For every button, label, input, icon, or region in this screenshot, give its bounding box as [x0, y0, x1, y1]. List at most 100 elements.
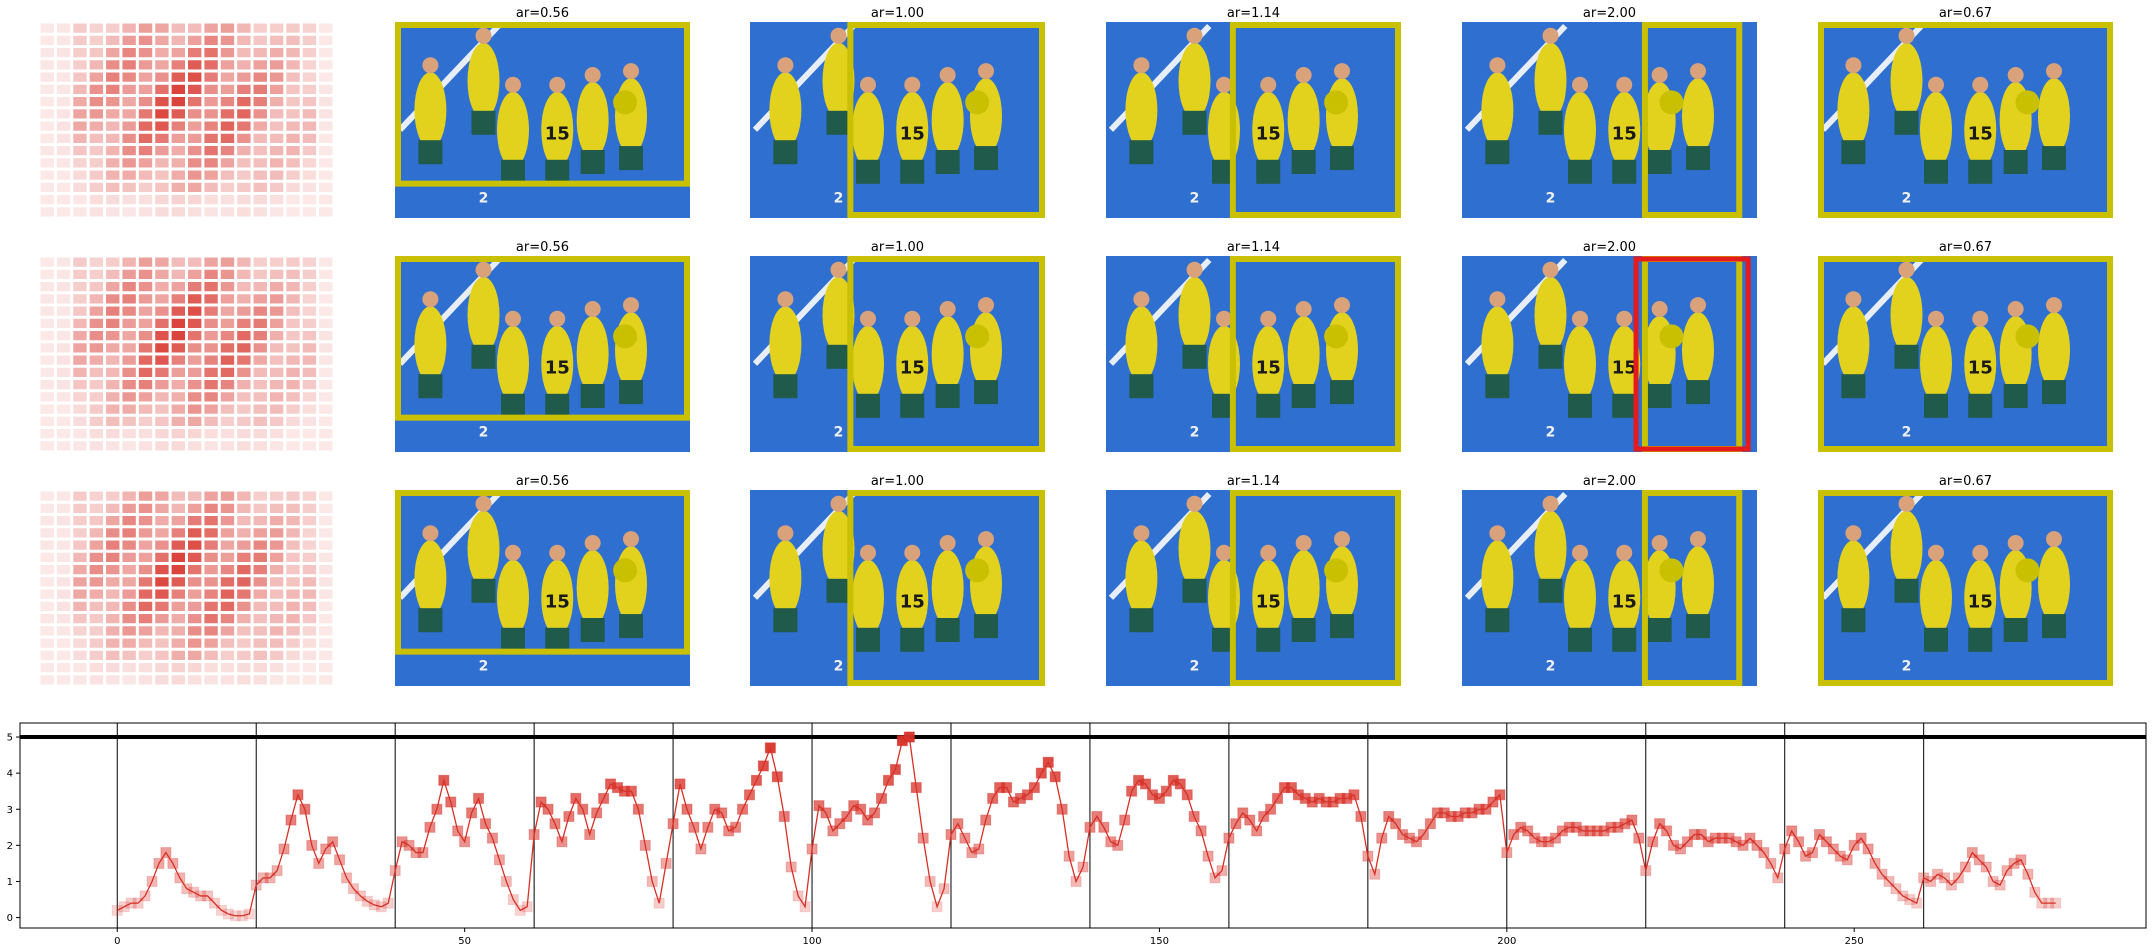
heatmap-cell: [122, 601, 136, 611]
data-point: [1952, 872, 1964, 884]
player-shorts: [545, 627, 570, 652]
data-point: [1230, 818, 1242, 830]
player-head: [422, 57, 439, 74]
heatmap-cell: [237, 133, 251, 143]
panel-title: ar=1.00: [871, 240, 924, 255]
player-shorts: [1256, 393, 1281, 418]
data-point: [1487, 796, 1499, 808]
heatmap-cell: [122, 503, 136, 513]
heatmap-cell: [56, 638, 71, 648]
photo-panel: ar=1.14 15 2: [1106, 474, 1402, 686]
player-shorts: [935, 150, 960, 174]
heatmap-cell: [138, 207, 153, 217]
heatmap-cell: [220, 48, 235, 58]
player-figure: [1252, 559, 1285, 636]
heatmap-cell: [220, 491, 235, 501]
player-head: [1295, 535, 1312, 551]
heatmap-cell: [237, 614, 251, 624]
jersey-number-2: 2: [834, 190, 844, 206]
data-point: [2015, 854, 2027, 866]
player-head: [1572, 76, 1588, 93]
heatmap-cell: [188, 516, 202, 526]
player-head: [1690, 297, 1706, 314]
heatmap-cell: [286, 392, 300, 402]
heatmap-cell: [220, 638, 235, 648]
heatmap-cell: [73, 367, 87, 377]
data-point: [1925, 875, 1937, 887]
heatmap-cell: [106, 294, 120, 304]
heatmap-cell: [106, 516, 120, 526]
heatmap-cell: [319, 589, 333, 599]
focus-marker: [1659, 324, 1684, 349]
data-point: [1904, 894, 1916, 906]
heatmap-cell: [319, 170, 333, 180]
player-head: [1690, 531, 1706, 548]
heatmap-cell: [40, 121, 54, 131]
heatmap-cell: [155, 282, 169, 292]
player-figure: [1608, 559, 1641, 636]
data-point: [521, 901, 533, 913]
data-point: [1883, 875, 1895, 887]
heatmap-cell: [253, 133, 267, 143]
heatmap-cell: [171, 343, 185, 353]
data-point: [1751, 839, 1763, 851]
heatmap-cell: [155, 355, 169, 365]
heatmap-cell: [188, 441, 202, 451]
heatmap-cell: [56, 294, 71, 304]
player-shorts: [1330, 614, 1354, 639]
heatmap-cell: [253, 626, 267, 636]
heatmap-cell: [73, 614, 87, 624]
player-shorts: [1485, 374, 1510, 399]
data-point: [1383, 810, 1395, 822]
player-shorts: [856, 393, 880, 418]
heatmap-cell: [171, 158, 185, 168]
data-point: [820, 807, 832, 819]
heatmap-cell: [302, 294, 317, 304]
heatmap-cell: [253, 269, 267, 279]
data-point: [1848, 839, 1860, 851]
data-point: [1869, 857, 1881, 869]
heatmap-cell: [138, 84, 153, 94]
data-point: [1202, 850, 1214, 862]
heatmap-cell: [40, 565, 54, 575]
heatmap-cell: [40, 491, 54, 501]
heatmap-cell: [220, 35, 235, 45]
heatmap-cell: [237, 404, 251, 414]
heatmap-cell: [56, 528, 71, 538]
heatmap-cell: [204, 35, 218, 45]
photo-panel: ar=1.14 15 2: [1106, 6, 1402, 218]
heatmap-cell: [73, 72, 87, 82]
player-figure: [1564, 559, 1596, 636]
data-point: [1216, 865, 1228, 877]
player-figure: [1481, 306, 1514, 383]
heatmap-cell: [204, 565, 218, 575]
heatmap-cell: [138, 380, 153, 390]
data-point: [813, 800, 825, 812]
heatmap-cell: [106, 650, 120, 660]
heatmap-cell: [237, 158, 251, 168]
heatmap-cell: [269, 441, 284, 451]
data-point: [1223, 832, 1235, 844]
heatmap-cell: [138, 429, 153, 439]
player-shorts: [545, 393, 570, 418]
heatmap-cell: [269, 23, 284, 33]
heatmap-cell: [204, 552, 218, 562]
player-head: [1216, 76, 1232, 93]
focus-marker: [1324, 558, 1349, 583]
heatmap-cell: [155, 577, 169, 587]
player-head: [1651, 301, 1668, 317]
player-shorts: [619, 146, 643, 171]
heatmap-cell: [253, 23, 267, 33]
heatmap-cell: [302, 650, 317, 660]
heatmap-cell: [269, 282, 284, 292]
heatmap-cell: [302, 306, 317, 316]
heatmap-cell: [155, 638, 169, 648]
heatmap-cell: [155, 343, 169, 353]
heatmap-cell: [171, 380, 185, 390]
player-head: [1898, 27, 1915, 44]
player-figure: [1920, 91, 1952, 168]
heatmap-cell: [106, 589, 120, 599]
player-shorts: [1612, 627, 1637, 652]
heatmap-cell: [220, 528, 235, 538]
player-figure: [1481, 540, 1514, 617]
